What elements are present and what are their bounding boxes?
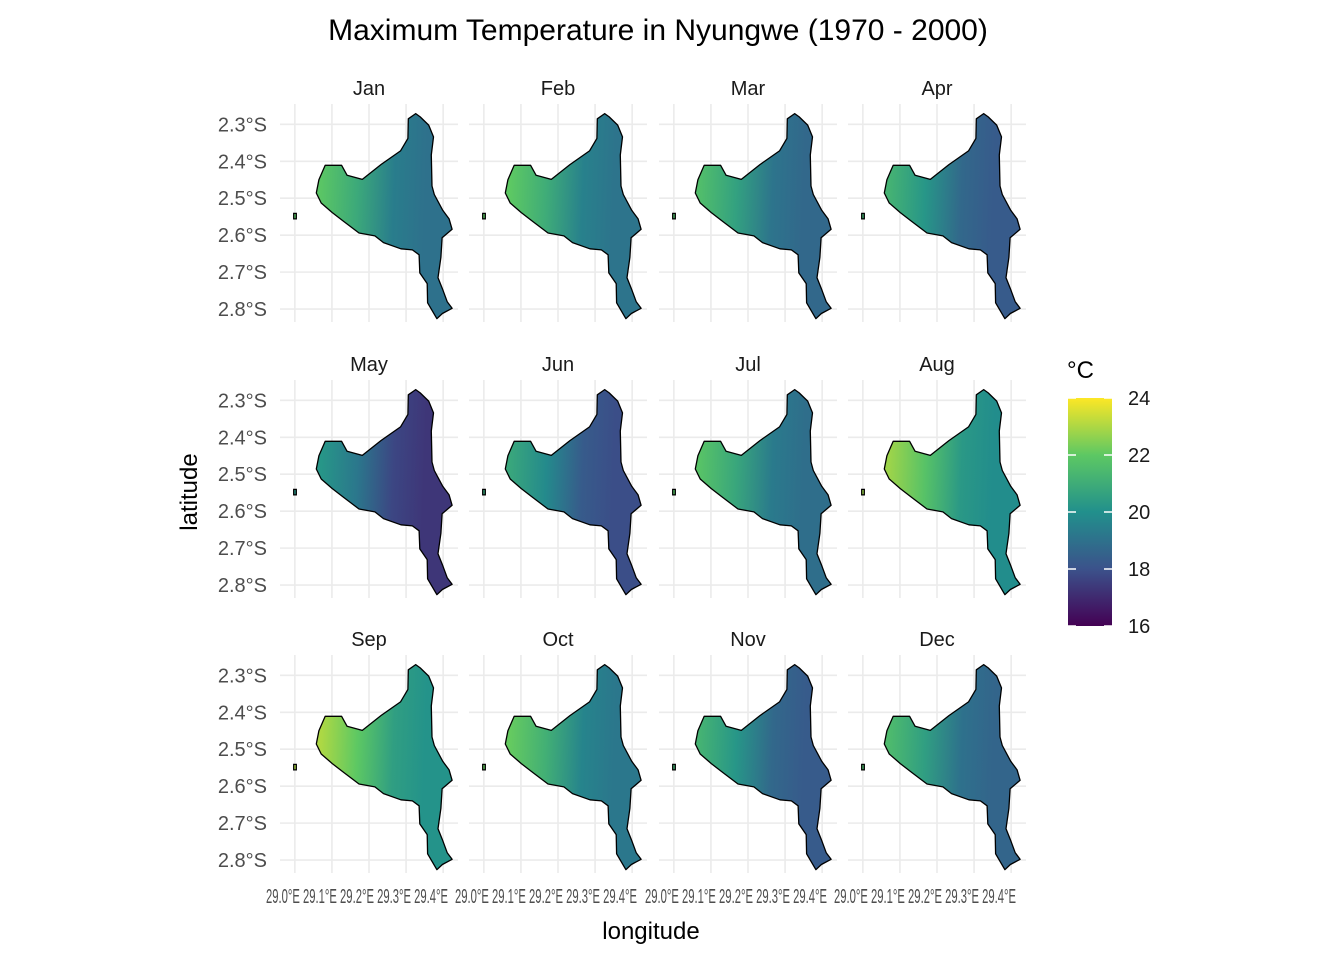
- x-tick-labels: 29.0°E 29.1°E 29.2°E 29.3°E 29.4°E: [645, 886, 827, 908]
- panel-label: Nov: [730, 629, 766, 651]
- panel-jul: Jul: [659, 354, 837, 598]
- panel-nov: Nov 29.0°E 29.1°E 29.2°E 29.3°E 29.4°E: [645, 629, 837, 908]
- x-axis-title: longitude: [602, 918, 699, 945]
- legend-tick-label: 22: [1128, 445, 1150, 467]
- y-tick-label: 2.3°S: [218, 390, 267, 412]
- legend-tick-label: 16: [1128, 616, 1150, 638]
- region-map-patch: [861, 488, 865, 496]
- x-tick-labels: 29.0°E 29.1°E 29.2°E 29.3°E 29.4°E: [455, 886, 637, 908]
- region-map-patch: [482, 488, 486, 496]
- y-tick-label: 2.8°S: [218, 575, 267, 597]
- y-tick-label: 2.5°S: [218, 739, 267, 761]
- y-tick-label: 2.4°S: [218, 151, 267, 173]
- region-map-patch: [672, 212, 676, 220]
- region-map: [694, 112, 832, 320]
- facet-panels: Jan 2.3°S 2.4°S 2.5°S 2.6°S 2.7°S 2.8°S Feb Mar A…: [218, 78, 1026, 908]
- panel-feb: Feb: [469, 78, 647, 322]
- region-map-patch: [293, 212, 297, 220]
- region-map-patch: [672, 488, 676, 496]
- y-tick-label: 2.3°S: [218, 665, 267, 687]
- panel-label: Sep: [351, 629, 387, 651]
- region-map-patch: [482, 212, 486, 220]
- panel-jan: Jan 2.3°S 2.4°S 2.5°S 2.6°S 2.7°S 2.8°S: [218, 78, 458, 322]
- panel-oct: Oct 29.0°E 29.1°E 29.2°E 29.3°E 29.4°E: [455, 629, 647, 908]
- region-map-patch: [861, 763, 865, 771]
- region-map: [883, 663, 1021, 871]
- legend-tick-label: 24: [1128, 388, 1150, 410]
- region-map-patch: [672, 763, 676, 771]
- x-tick-labels: 29.0°E 29.1°E 29.2°E 29.3°E 29.4°E: [834, 886, 1016, 908]
- panel-label: May: [350, 354, 388, 376]
- region-map: [694, 663, 832, 871]
- panel-sep: Sep 2.3°S 2.4°S 2.5°S 2.6°S 2.7°S 2.8°S 29.0°E …: [218, 629, 458, 908]
- y-tick-label: 2.5°S: [218, 188, 267, 210]
- legend-title: °C: [1067, 357, 1094, 384]
- y-tick-label: 2.3°S: [218, 114, 267, 136]
- region-map: [694, 388, 832, 596]
- panel-aug: Aug: [848, 354, 1026, 598]
- region-map: [883, 388, 1021, 596]
- region-map: [315, 388, 453, 596]
- y-tick-label: 2.6°S: [218, 776, 267, 798]
- y-axis-title: latitude: [176, 453, 203, 530]
- chart-title: Maximum Temperature in Nyungwe (1970 - 2…: [328, 14, 988, 47]
- region-map: [883, 112, 1021, 320]
- y-tick-label: 2.4°S: [218, 702, 267, 724]
- region-map: [315, 663, 453, 871]
- y-tick-label: 2.8°S: [218, 850, 267, 872]
- region-map-patch: [293, 763, 297, 771]
- region-map: [504, 388, 642, 596]
- panel-label: Feb: [541, 78, 575, 100]
- region-map-patch: [293, 488, 297, 496]
- y-tick-label: 2.6°S: [218, 225, 267, 247]
- panel-jun: Jun: [469, 354, 647, 598]
- panel-mar: Mar: [659, 78, 837, 322]
- y-tick-label: 2.5°S: [218, 464, 267, 486]
- region-map-patch: [861, 212, 865, 220]
- y-tick-label: 2.4°S: [218, 427, 267, 449]
- region-map: [315, 112, 453, 320]
- region-map: [504, 112, 642, 320]
- panel-may: May 2.3°S 2.4°S 2.5°S 2.6°S 2.7°S 2.8°S: [218, 354, 458, 598]
- y-tick-label: 2.7°S: [218, 813, 267, 835]
- panel-label: Aug: [919, 354, 955, 376]
- panel-dec: Dec 29.0°E 29.1°E 29.2°E 29.3°E 29.4°E: [834, 629, 1026, 908]
- colorbar-legend: °C 24 22 20 18 16: [1067, 357, 1150, 638]
- region-map-patch: [482, 763, 486, 771]
- region-map: [504, 663, 642, 871]
- panel-label: Jan: [353, 78, 385, 100]
- panel-label: Mar: [731, 78, 766, 100]
- legend-tick-label: 20: [1128, 502, 1150, 524]
- panel-apr: Apr: [848, 78, 1026, 322]
- x-tick-labels: 29.0°E 29.1°E 29.2°E 29.3°E 29.4°E: [266, 886, 448, 908]
- panel-label: Oct: [542, 629, 574, 651]
- y-tick-label: 2.7°S: [218, 262, 267, 284]
- y-tick-label: 2.7°S: [218, 538, 267, 560]
- panel-label: Jun: [542, 354, 574, 376]
- legend-tick-label: 18: [1128, 559, 1150, 581]
- y-tick-label: 2.8°S: [218, 299, 267, 321]
- panel-label: Dec: [919, 629, 955, 651]
- panel-label: Jul: [735, 354, 761, 376]
- y-tick-label: 2.6°S: [218, 501, 267, 523]
- panel-label: Apr: [921, 78, 952, 100]
